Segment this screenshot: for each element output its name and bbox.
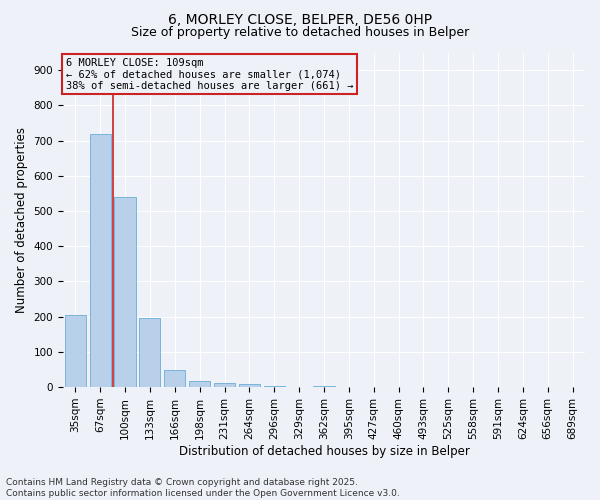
Bar <box>263 386 285 387</box>
Bar <box>239 384 260 387</box>
Text: Size of property relative to detached houses in Belper: Size of property relative to detached ho… <box>131 26 469 39</box>
Y-axis label: Number of detached properties: Number of detached properties <box>15 127 28 313</box>
Bar <box>214 382 235 387</box>
Text: Contains HM Land Registry data © Crown copyright and database right 2025.
Contai: Contains HM Land Registry data © Crown c… <box>6 478 400 498</box>
Bar <box>164 370 185 387</box>
X-axis label: Distribution of detached houses by size in Belper: Distribution of detached houses by size … <box>179 444 469 458</box>
Bar <box>313 386 335 387</box>
Bar <box>139 318 160 387</box>
Bar <box>115 197 136 387</box>
Bar <box>189 381 210 387</box>
Bar <box>65 315 86 387</box>
Text: 6, MORLEY CLOSE, BELPER, DE56 0HP: 6, MORLEY CLOSE, BELPER, DE56 0HP <box>168 12 432 26</box>
Bar <box>89 134 111 387</box>
Text: 6 MORLEY CLOSE: 109sqm
← 62% of detached houses are smaller (1,074)
38% of semi-: 6 MORLEY CLOSE: 109sqm ← 62% of detached… <box>65 58 353 90</box>
